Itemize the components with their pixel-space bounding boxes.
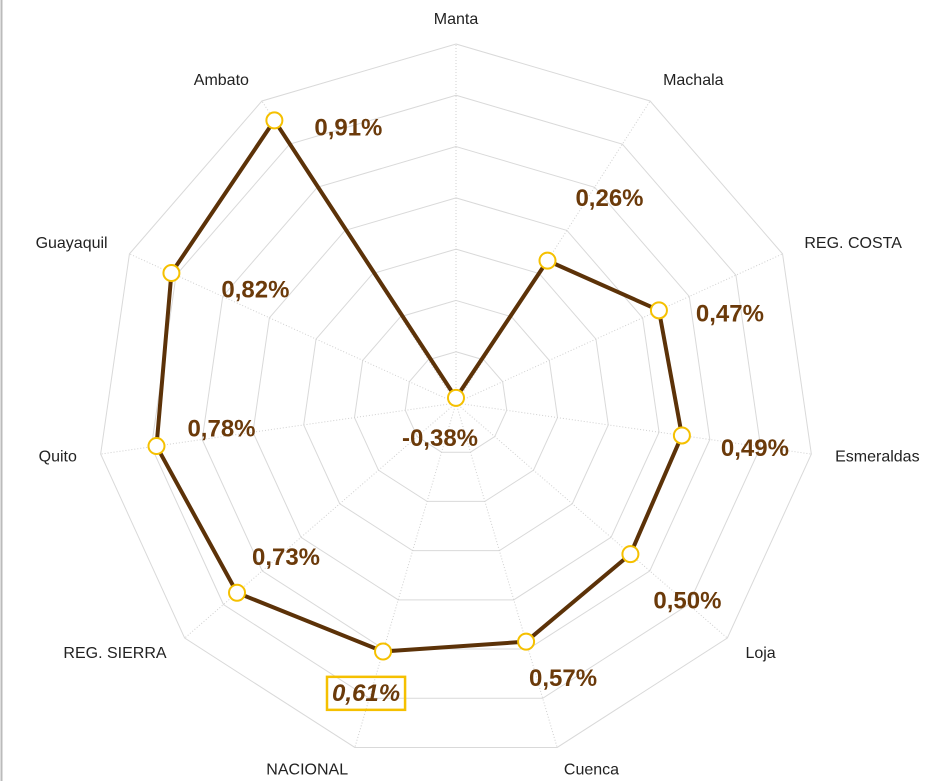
data-point [672, 426, 691, 445]
category-label: Guayaquil [36, 235, 108, 252]
data-label: 0,61% [332, 680, 400, 707]
series-line [154, 118, 684, 654]
data-label: 0,26% [575, 185, 643, 212]
data-point [162, 264, 181, 283]
category-label: Cuenca [564, 762, 619, 779]
category-label: Manta [434, 11, 479, 28]
grid-ring [303, 248, 609, 552]
grid-ring [100, 43, 812, 748]
data-label: 0,47% [696, 301, 764, 328]
category-label: NACIONAL [266, 762, 348, 779]
category-label: REG. SIERRA [63, 645, 166, 662]
category-label: Esmeraldas [835, 449, 919, 466]
data-point [517, 632, 536, 651]
data-point [265, 111, 284, 130]
category-label: Ambato [194, 72, 249, 89]
data-label: 0,82% [221, 276, 289, 303]
data-point [649, 301, 668, 320]
data-point [538, 251, 557, 270]
category-label: Machala [663, 72, 724, 89]
data-point [447, 388, 465, 407]
category-label: REG. COSTA [804, 235, 902, 252]
grid-ring [150, 94, 762, 699]
grid-ring [404, 351, 508, 453]
data-point [147, 437, 166, 456]
grid-ring [353, 299, 559, 502]
data-label: 0,49% [721, 435, 789, 462]
data-point [228, 583, 247, 602]
highlight-box [325, 675, 407, 712]
data-label: 0,57% [529, 665, 597, 692]
category-label: Loja [745, 645, 775, 662]
data-point [621, 545, 640, 564]
data-label: 0,78% [187, 415, 255, 442]
data-label: -0,38% [402, 425, 478, 452]
data-label: 0,50% [653, 587, 721, 614]
data-label: 0,91% [314, 115, 382, 142]
grid-ring [252, 197, 660, 601]
category-label: Quito [39, 449, 77, 466]
data-point [374, 642, 393, 661]
grid-ring [201, 146, 711, 650]
axis-spoke [455, 253, 783, 404]
data-label: 0,73% [252, 544, 320, 571]
axis-spoke [455, 402, 558, 748]
